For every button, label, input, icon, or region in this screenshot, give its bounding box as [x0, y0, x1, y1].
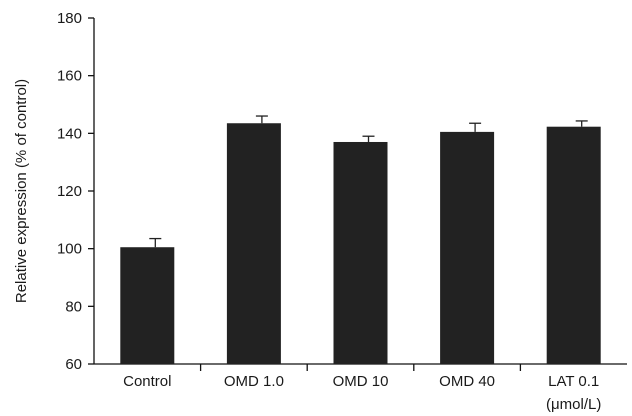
x-tick-label: Control: [123, 373, 171, 390]
bar: [440, 131, 495, 364]
error-bars: [149, 115, 588, 248]
bar: [333, 141, 388, 364]
bars: [120, 123, 601, 365]
y-tick-label: 160: [57, 68, 82, 85]
x-tick-label: OMD 1.0: [224, 373, 284, 390]
y-tick-label: 60: [65, 356, 82, 373]
y-tick-label: 120: [57, 183, 82, 200]
y-axis: 60 80 100 120 140 160 180: [57, 10, 95, 373]
bar: [120, 247, 175, 364]
x-axis: Control OMD 1.0 OMD 10 OMD 40 LAT 0.1 (μmol/L…: [94, 363, 627, 413]
y-tick-label: 140: [57, 125, 82, 142]
y-axis-title: Relative expression (% of control): [13, 79, 30, 303]
x-tick-label: LAT 0.1: [548, 373, 599, 390]
x-tick-label: OMD 10: [333, 373, 389, 390]
y-tick-label: 100: [57, 241, 82, 258]
y-tick-label: 80: [65, 298, 82, 315]
x-tick-label: OMD 40: [439, 373, 495, 390]
y-tick-label: 180: [57, 10, 82, 27]
x-tick-sublabel: (μmol/L): [546, 396, 601, 413]
bar: [546, 126, 601, 365]
bar: [226, 123, 281, 364]
